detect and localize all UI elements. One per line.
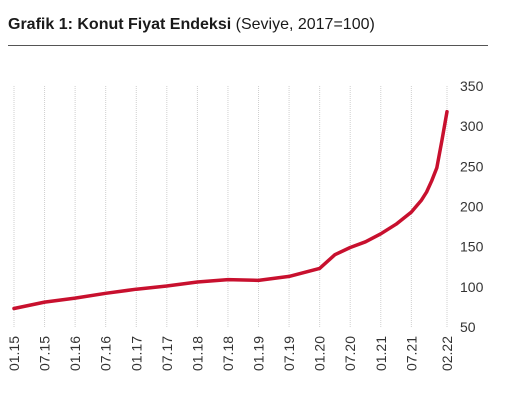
y-tick-label: 100 [460,279,484,295]
x-tick-label: 07.19 [281,336,297,371]
y-tick-label: 300 [460,118,484,134]
y-tick-label: 250 [460,158,484,174]
x-tick-label: 07.18 [220,336,236,371]
chart-title-bold: Grafik 1: Konut Fiyat Endeksi [8,16,232,33]
chart-title: Grafik 1: Konut Fiyat Endeksi (Seviye, 2… [8,16,375,34]
x-tick-label: 07.15 [37,336,53,371]
x-tick-label: 01.17 [128,336,144,371]
x-tick-label: 07.17 [159,336,175,371]
y-tick-label: 350 [460,78,484,94]
y-tick-label: 50 [460,319,476,335]
x-tick-label: 01.21 [373,336,389,371]
y-tick-label: 200 [460,199,484,215]
x-tick-label: 07.16 [98,336,114,371]
chart-title-subtitle: (Seviye, 2017=100) [235,16,375,33]
x-tick-label: 01.15 [6,336,22,371]
title-divider [8,45,488,46]
series-line [12,109,449,311]
x-tick-label: 07.20 [342,336,358,371]
x-tick-label: 01.18 [189,336,205,371]
x-tick-label: 07.21 [403,336,419,371]
x-tick-label: 01.19 [251,336,267,371]
x-tick-label: 02.22 [439,336,455,371]
y-tick-label: 150 [460,239,484,255]
x-tick-label: 01.20 [312,336,328,371]
x-tick-label: 01.16 [67,336,83,371]
